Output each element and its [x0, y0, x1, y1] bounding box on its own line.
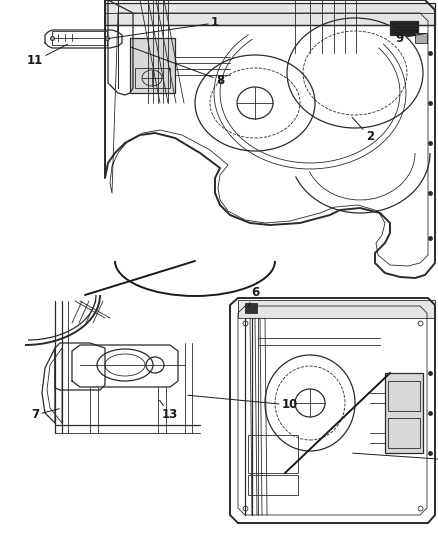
Text: 1: 1 [108, 17, 219, 38]
Bar [52, 31, 107, 45]
Text: 8: 8 [131, 47, 224, 86]
Bar [238, 300, 435, 318]
Text: 10: 10 [188, 395, 298, 411]
Bar [248, 475, 298, 495]
Text: 11: 11 [27, 44, 67, 68]
Text: 2: 2 [352, 117, 374, 143]
Text: 5: 5 [353, 453, 438, 474]
Text: 4: 4 [0, 532, 1, 533]
Text: 12: 12 [0, 532, 1, 533]
Text: 6: 6 [248, 287, 259, 305]
Text: 13: 13 [159, 400, 178, 422]
Bar [248, 435, 298, 473]
Bar [385, 373, 423, 453]
Bar [390, 21, 418, 35]
Bar [245, 303, 257, 313]
Bar [105, 3, 435, 25]
Bar [388, 418, 420, 448]
Text: 3: 3 [0, 532, 1, 533]
Bar [388, 381, 420, 411]
Bar [130, 38, 175, 93]
Text: 9: 9 [396, 31, 425, 44]
Bar [135, 68, 170, 88]
Bar [415, 33, 427, 43]
Text: 7: 7 [31, 408, 59, 422]
